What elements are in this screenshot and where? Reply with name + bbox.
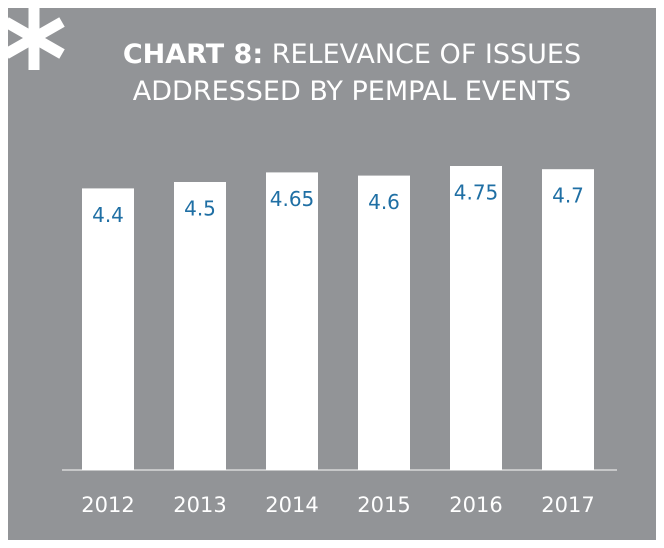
chart-title: CHART 8: RELEVANCE OF ISSUES ADDRESSED B… [82, 36, 622, 110]
value-label: 4.4 [92, 203, 124, 227]
value-label: 4.7 [552, 184, 584, 208]
bar [266, 172, 318, 470]
x-tick-label: 2013 [173, 493, 226, 517]
bar [358, 175, 410, 470]
title-text: RELEVANCE OF ISSUES ADDRESSED BY PEMPAL … [132, 39, 582, 107]
value-label: 4.5 [184, 197, 216, 221]
asterisk-icon [3, 6, 65, 70]
value-label: 4.6 [368, 190, 400, 214]
x-tick-label: 2015 [357, 493, 410, 517]
x-tick-label: 2014 [265, 493, 318, 517]
value-label: 4.65 [270, 187, 315, 211]
x-tick-label: 2012 [81, 493, 134, 517]
chart-label: CHART 8: [122, 39, 264, 70]
bar [542, 169, 594, 470]
bar [450, 166, 502, 470]
x-tick-label: 2017 [541, 493, 594, 517]
bar [174, 182, 226, 470]
value-label: 4.75 [454, 181, 499, 205]
bar [82, 188, 134, 470]
x-tick-label: 2016 [449, 493, 502, 517]
